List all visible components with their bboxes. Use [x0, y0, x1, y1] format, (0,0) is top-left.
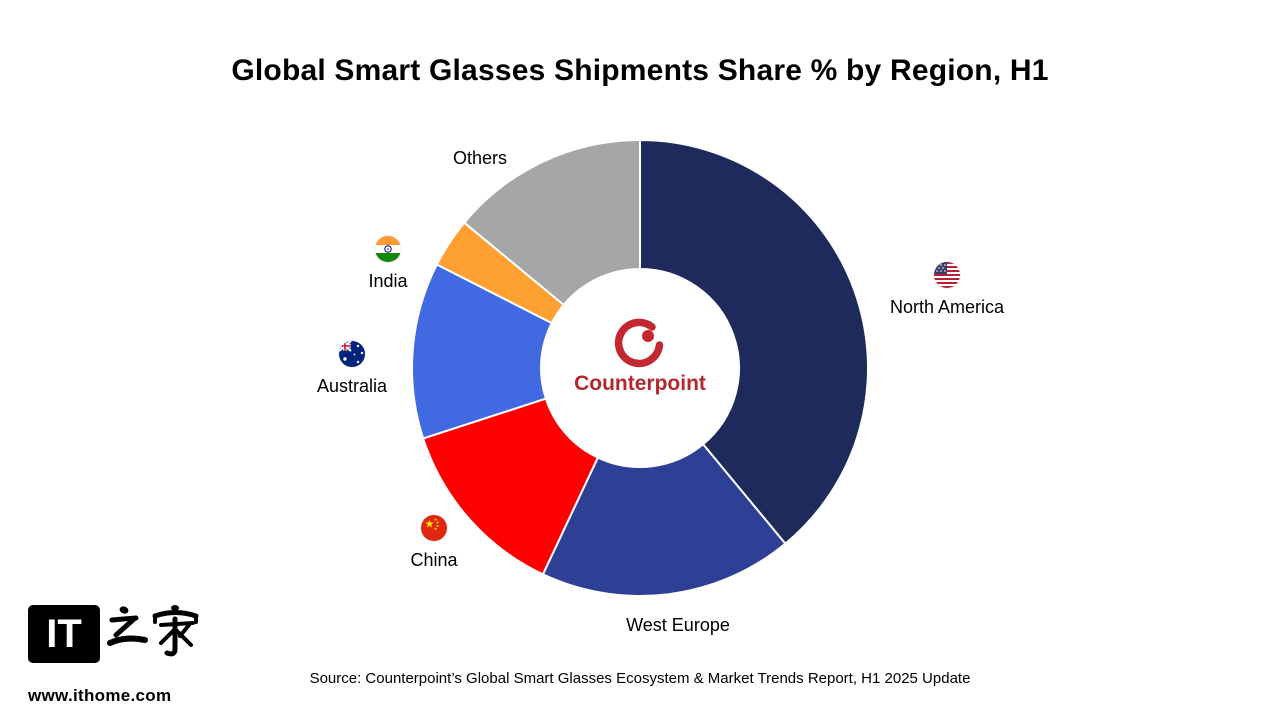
ithome-url: www.ithome.com	[28, 686, 172, 705]
region-label-text: West Europe	[626, 615, 730, 635]
counterpoint-logo-icon	[614, 318, 664, 368]
ithome-logo-text: IT	[46, 611, 82, 656]
donut-segment-north-america	[639, 138, 869, 546]
source-note: Source: Counterpoint’s Global Smart Glas…	[309, 670, 971, 687]
chart-title: Global Smart Glasses Shipments Share % b…	[231, 54, 1049, 87]
region-label-others: Others	[430, 148, 530, 169]
ithome-logo: IT	[28, 603, 200, 665]
donut-segment-australia	[410, 263, 554, 440]
ithome-calligraphy-icon	[107, 605, 199, 657]
region-label-west-europe: West Europe	[617, 615, 739, 636]
region-label-text: North America	[889, 297, 1005, 317]
donut-segment-west-europe	[541, 442, 787, 597]
ithome-logo-box: IT	[28, 605, 100, 663]
cn-flag-icon	[421, 515, 447, 541]
region-label-text: India	[368, 271, 408, 291]
us-flag-icon	[934, 262, 960, 288]
donut-chart	[410, 138, 869, 597]
donut-segment-china	[421, 397, 600, 576]
au-flag-icon	[339, 341, 365, 367]
region-label-north-america: North America	[880, 262, 1014, 318]
counterpoint-logo: Counterpoint	[540, 316, 740, 396]
region-label-india: India	[338, 236, 438, 292]
region-label-china: China	[384, 515, 484, 571]
region-label-text: Australia	[316, 376, 388, 396]
in-flag-icon	[375, 236, 401, 262]
region-label-text: Others	[452, 148, 508, 168]
region-label-text: China	[410, 550, 458, 570]
region-label-australia: Australia	[302, 341, 402, 397]
counterpoint-wordmark: Counterpoint	[574, 372, 706, 395]
donut-segment-others	[462, 138, 641, 307]
